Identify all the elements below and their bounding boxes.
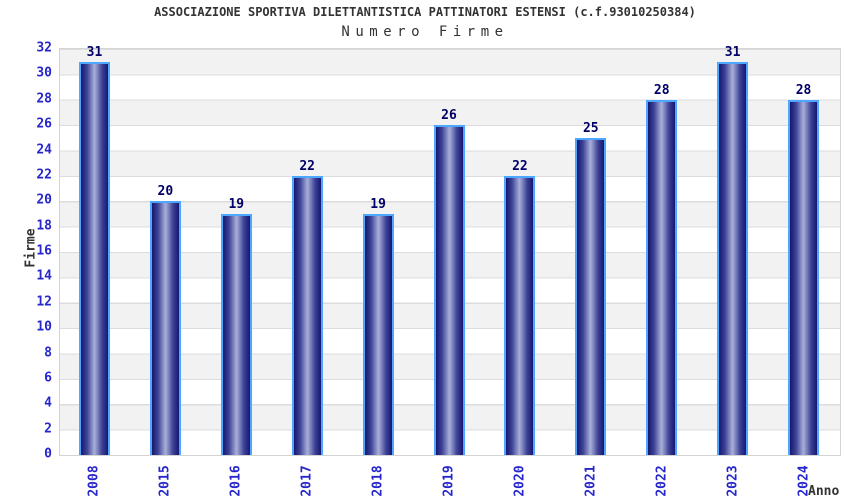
bar-value-label: 31 (86, 44, 103, 60)
y-tick-label: 26 (36, 116, 52, 132)
bar-value-label: 22 (512, 158, 528, 174)
bar-value-label: 31 (724, 44, 741, 60)
y-tick-label: 16 (36, 243, 52, 259)
bar-value-label: 28 (795, 82, 812, 98)
x-tick-label: 2024 (796, 465, 812, 497)
x-tick-label: 2008 (86, 465, 102, 497)
bar (504, 175, 536, 455)
bar (78, 61, 110, 455)
x-axis-title: Anno (808, 484, 840, 499)
x-tick-label: 2018 (370, 465, 386, 497)
bar (149, 201, 181, 455)
x-tick-label: 2022 (654, 465, 670, 497)
x-tick-label: 2015 (157, 465, 173, 497)
x-tick-label: 2023 (725, 465, 741, 497)
bar (362, 213, 394, 455)
bar-value-label: 26 (441, 108, 457, 124)
x-tick-label: 2021 (583, 465, 599, 497)
bar (220, 213, 252, 455)
bar (717, 61, 749, 455)
y-tick-label: 12 (36, 294, 52, 310)
y-tick-label: 6 (44, 370, 52, 386)
bar-value-label: 20 (157, 184, 174, 200)
bar-value-label: 19 (370, 196, 386, 212)
y-tick-label: 20 (36, 192, 52, 208)
y-tick-label: 2 (44, 421, 52, 437)
bar-value-label: 28 (653, 82, 670, 98)
bar (646, 99, 678, 455)
x-tick-label: 2019 (441, 465, 457, 497)
bar (291, 175, 323, 455)
bar (575, 137, 607, 455)
chart-title: ASSOCIAZIONE SPORTIVA DILETTANTISTICA PA… (154, 5, 696, 19)
bar-value-label: 25 (582, 120, 599, 136)
x-tick-label: 2016 (228, 465, 244, 497)
x-tick-label: 2020 (512, 465, 528, 497)
bar-value-label: 19 (228, 196, 245, 212)
y-tick-label: 8 (44, 345, 52, 360)
x-tick-label: 2017 (299, 465, 315, 497)
y-tick-label: 32 (36, 40, 52, 56)
y-tick-label: 18 (36, 218, 52, 234)
y-tick-label: 0 (44, 446, 52, 462)
bar (433, 125, 465, 455)
y-tick-label: 24 (36, 142, 52, 157)
y-tick-label: 14 (36, 268, 52, 284)
y-tick-label: 10 (36, 319, 52, 335)
y-tick-label: 28 (36, 91, 52, 107)
y-tick-label: 22 (36, 167, 52, 183)
chart-subtitle: Numero Firme (341, 24, 509, 40)
y-tick-label: 30 (36, 65, 52, 81)
bar-value-label: 22 (299, 158, 315, 174)
bar (788, 99, 820, 455)
y-tick-label: 4 (44, 395, 52, 411)
